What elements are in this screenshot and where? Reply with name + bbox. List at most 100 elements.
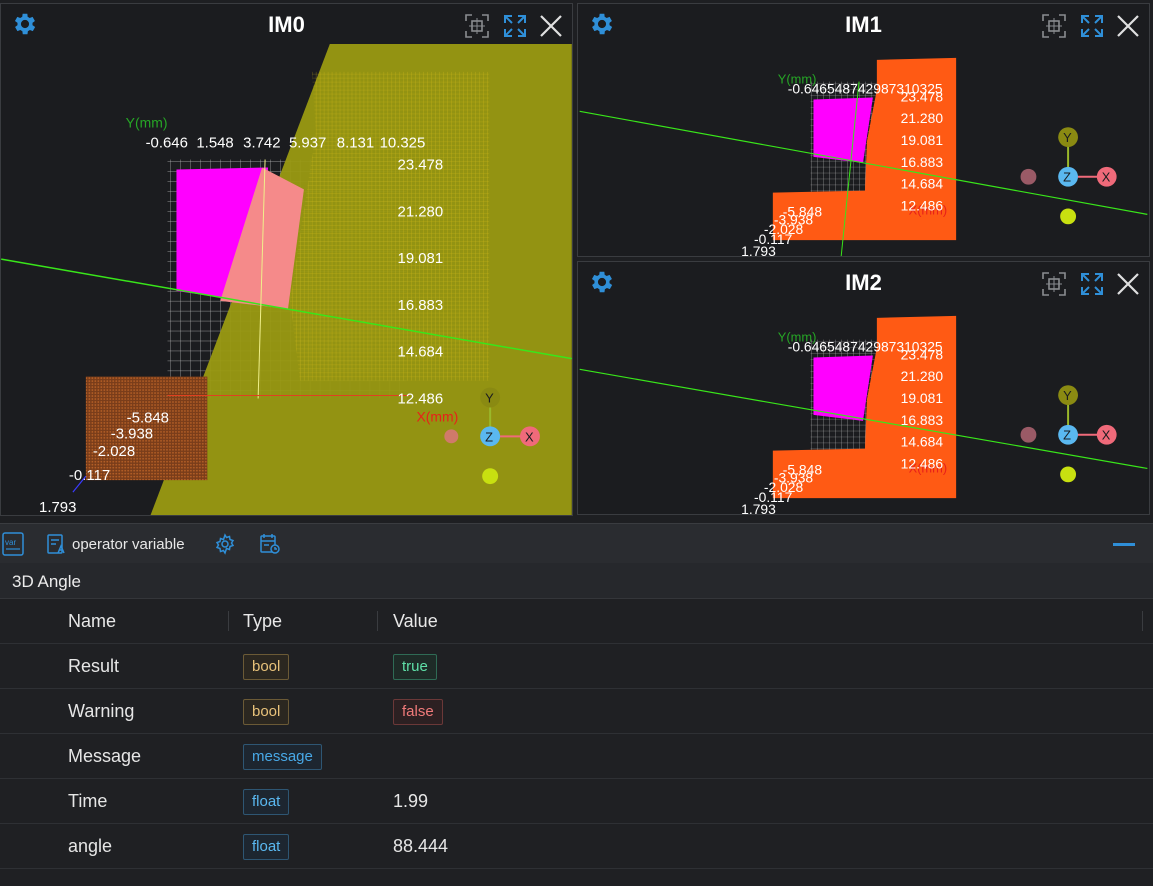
column-divider[interactable] [228, 611, 229, 631]
gizmo-x-handle[interactable] [520, 426, 540, 447]
close-icon [540, 15, 562, 37]
fit-line [579, 110, 1148, 215]
close-icon [1117, 15, 1139, 37]
gizmo-neg-y-handle[interactable] [1060, 208, 1077, 225]
scene-canvas: Y(mm) X(mm) -0.646548742987310325 23.478… [579, 300, 1148, 514]
point-cloud-scene[interactable]: Y(mm) X(mm) -0.646548742987310325 23.478… [578, 42, 1149, 256]
gizmo-x-label: X [1102, 428, 1111, 443]
left-tick-label: -0.117 [754, 489, 793, 505]
left-tick-label: -3.938 [111, 425, 153, 442]
viewer-title: IM0 [268, 12, 305, 37]
gizmo-neg-y-handle[interactable] [482, 468, 499, 485]
orange-point-cloud [772, 315, 957, 499]
column-divider[interactable] [1142, 611, 1143, 631]
gizmo-neg-x-handle[interactable] [444, 429, 459, 444]
right-tick-label: 14.684 [398, 344, 444, 361]
fit-view-button[interactable] [1040, 270, 1068, 298]
gizmo-x-handle[interactable] [1096, 166, 1117, 187]
header-value[interactable]: Value [393, 611, 438, 631]
gizmo-z-label: Z [1063, 170, 1071, 185]
scene-canvas: Y(mm) X(mm) -0.646548742987310325 23.478… [579, 42, 1148, 256]
gizmo-y-handle[interactable] [1058, 385, 1078, 406]
header-name[interactable]: Name [68, 611, 117, 631]
right-tick-label: 19.081 [901, 390, 944, 406]
expand-icon [1081, 15, 1103, 37]
expand-icon [1081, 273, 1103, 295]
gizmo-z-handle[interactable] [1058, 424, 1078, 445]
orange-point-cloud [772, 57, 957, 241]
x-axis-label: X(mm) [909, 202, 948, 217]
left-tick-label: -2.028 [93, 443, 135, 460]
table-row[interactable]: Time float 1.99 [0, 779, 1153, 824]
section-title: 3D Angle [12, 572, 81, 591]
settings-tab[interactable] [214, 529, 238, 559]
gizmo-y-label: Y [1063, 130, 1072, 145]
gizmo-y-handle[interactable] [480, 387, 501, 408]
right-tick-label: 19.081 [901, 132, 944, 148]
magenta-surface [813, 97, 873, 163]
right-tick-label: 23.478 [901, 346, 944, 362]
close-button[interactable] [1114, 12, 1142, 40]
left-tick-label: -5.848 [783, 203, 823, 219]
header-type[interactable]: Type [243, 611, 283, 631]
gizmo-x-handle[interactable] [1096, 424, 1117, 445]
top-tick-label: 5.937 [289, 135, 326, 152]
gizmo-neg-x-handle[interactable] [1020, 426, 1037, 443]
left-tick-label: -3.938 [774, 469, 814, 485]
close-button[interactable] [537, 12, 565, 40]
viewer-im0[interactable]: IM0 [0, 3, 573, 516]
viewer-settings-button[interactable] [586, 8, 618, 40]
gizmo-z-label: Z [1063, 428, 1071, 443]
calendar-clock-icon [260, 534, 280, 554]
operator-variable-icon [47, 534, 65, 554]
viewer-settings-button[interactable] [586, 266, 618, 298]
expand-button[interactable] [1078, 12, 1106, 40]
table-row[interactable]: Warning bool false [0, 689, 1153, 734]
gear-icon [14, 13, 36, 35]
table-row[interactable]: Result bool true [0, 644, 1153, 689]
right-tick-label: 12.486 [901, 455, 944, 471]
left-tick-label: -2.028 [764, 479, 804, 495]
type-badge: bool [243, 654, 290, 680]
orientation-gizmo[interactable]: Y Z X [1020, 385, 1117, 483]
fit-view-button[interactable] [1040, 12, 1068, 40]
expand-button[interactable] [1078, 270, 1106, 298]
operator-variable-tab[interactable]: operator variable [46, 529, 185, 559]
expand-button[interactable] [501, 12, 529, 40]
viewer-im1[interactable]: IM1 Y(mm) X(mm) [577, 3, 1150, 257]
gizmo-y-label: Y [485, 390, 494, 405]
schedule-tab[interactable] [258, 529, 282, 559]
section-header[interactable]: 3D Angle [0, 563, 1153, 599]
column-divider[interactable] [377, 611, 378, 631]
gizmo-y-handle[interactable] [1058, 127, 1078, 148]
table-row[interactable]: Message message [0, 734, 1153, 779]
value-badge: true [393, 654, 437, 680]
gizmo-z-handle[interactable] [480, 426, 501, 447]
variable-name: angle [68, 836, 113, 856]
type-badge: float [243, 789, 290, 815]
gizmo-neg-y-handle[interactable] [1060, 466, 1077, 483]
right-tick-label: 14.684 [901, 176, 944, 192]
point-cloud-scene[interactable]: Y(mm) X(mm) -0.646 1.548 3.742 5.937 8.1… [1, 42, 572, 515]
minimize-button[interactable] [1113, 543, 1135, 546]
fit-view-button[interactable] [463, 12, 491, 40]
orientation-gizmo[interactable]: Y Z X [444, 387, 540, 485]
right-tick-label: 12.486 [901, 197, 944, 213]
close-button[interactable] [1114, 270, 1142, 298]
orientation-gizmo[interactable]: Y Z X [1020, 127, 1117, 225]
viewer-settings-button[interactable] [9, 8, 41, 40]
x-axis-label: X(mm) [416, 408, 458, 424]
z-axis-line [72, 475, 87, 493]
viewer-im2[interactable]: IM2 Y(mm) X(mm) [577, 261, 1150, 515]
point-cloud-scene[interactable]: Y(mm) X(mm) -0.646548742987310325 23.478… [578, 300, 1149, 514]
viewer-titlebar: IM1 [578, 4, 1149, 44]
x-axis-label: X(mm) [909, 460, 948, 475]
var-button[interactable]: var [2, 529, 24, 559]
gizmo-x-label: X [525, 429, 534, 444]
expand-icon [504, 15, 526, 37]
scene-canvas[interactable]: Y(mm) X(mm) -0.646 1.548 3.742 5.937 8.1… [1, 42, 572, 515]
gizmo-z-handle[interactable] [1058, 166, 1078, 187]
table-row[interactable]: angle float 88.444 [0, 824, 1153, 869]
gizmo-y-label: Y [1063, 388, 1072, 403]
gizmo-neg-x-handle[interactable] [1020, 168, 1037, 185]
